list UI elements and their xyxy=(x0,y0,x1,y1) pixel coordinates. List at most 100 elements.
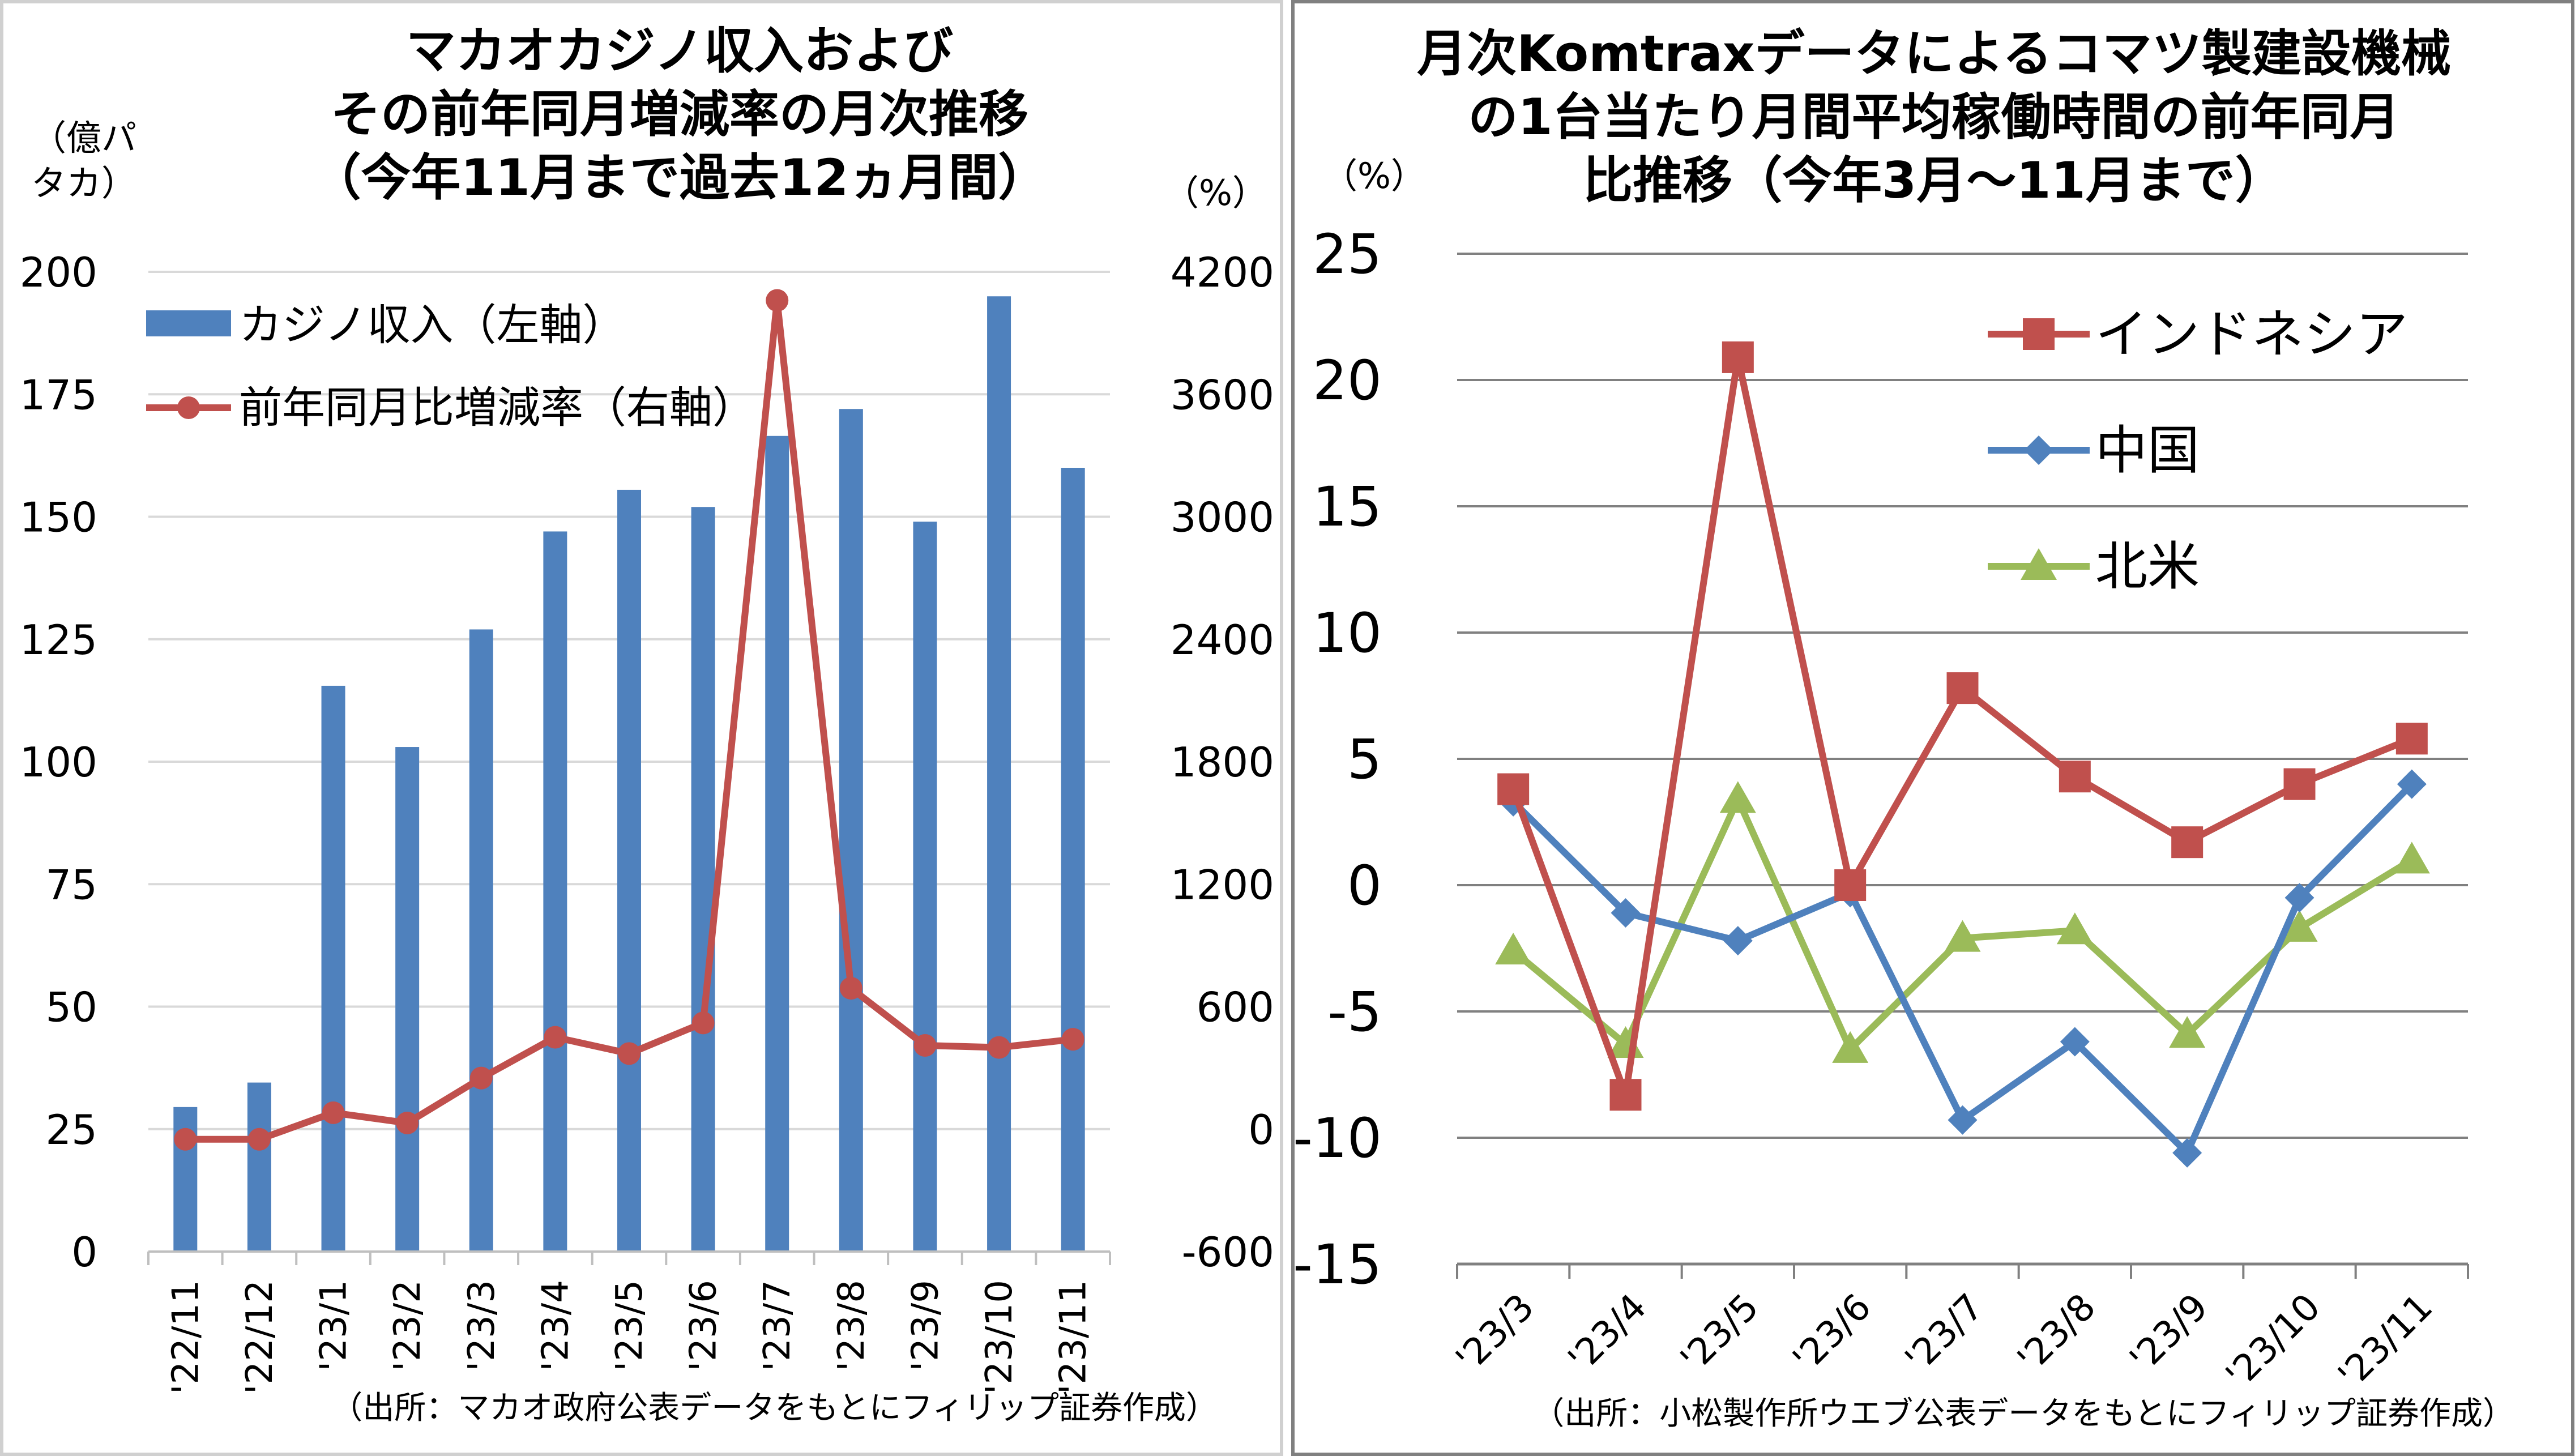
right-x-category-label: '23/7 xyxy=(1897,1286,1991,1380)
right-y-tick-label: 20 xyxy=(1313,349,1382,412)
left-chart-source: （出所：マカオ政府公表データをもとにフィリップ証券作成） xyxy=(331,1390,1218,1427)
series-point xyxy=(1611,898,1641,928)
series-point xyxy=(1719,781,1756,813)
yoy-change-point xyxy=(618,1042,640,1065)
yoy-change-point xyxy=(766,289,789,312)
series-point xyxy=(2397,769,2427,799)
right-y-tick-label: 4200 xyxy=(1171,249,1274,296)
series-point xyxy=(1832,1031,1869,1063)
legend-swatch-bar xyxy=(146,310,231,336)
left-x-category-label: '23/11 xyxy=(1053,1280,1095,1394)
left-chart-legend: カジノ収入（左軸） 前年同月比増減率（右軸） xyxy=(146,300,755,433)
right-y-tick-label: 15 xyxy=(1313,475,1382,539)
left-x-category-label: '23/3 xyxy=(461,1280,503,1371)
right-chart-source: （出所：小松製作所ウエブ公表データをもとにフィリップ証券作成） xyxy=(1532,1395,2514,1432)
series-point xyxy=(1834,869,1867,901)
left-chart-tick-labels: 0 25 50 75 100 125 150 175 200 -600 0 600 1200 1800 24… xyxy=(20,249,1274,1394)
right-y-tick-label: 600 xyxy=(1197,984,1274,1031)
left-y-tick-label: 75 xyxy=(45,861,97,908)
right-x-category-label: '23/9 xyxy=(2122,1286,2216,1380)
series-point xyxy=(2171,826,2204,859)
right-x-category-label: '23/8 xyxy=(2010,1286,2104,1380)
left-y-tick-label: 175 xyxy=(20,371,97,419)
casino-revenue-bar xyxy=(987,296,1011,1252)
legend-marker xyxy=(2021,548,2057,580)
right-y-tick-label: -5 xyxy=(1327,980,1382,1044)
left-x-category-label: '22/12 xyxy=(239,1280,281,1394)
casino-revenue-bar xyxy=(913,522,937,1252)
right-y-tick-label: 3000 xyxy=(1171,494,1274,541)
right-chart-axes xyxy=(1456,1262,2469,1279)
series-point xyxy=(2059,761,2091,793)
right-axis-unit: （%） xyxy=(1164,172,1267,214)
yoy-change-point xyxy=(174,1128,197,1151)
right-y-tick-label: 2400 xyxy=(1171,616,1274,664)
left-x-category-label: '23/10 xyxy=(979,1280,1020,1394)
casino-revenue-bar xyxy=(543,531,567,1252)
series-point xyxy=(2281,910,2318,942)
yoy-change-point xyxy=(691,1011,715,1035)
right-chart-series xyxy=(1495,341,2430,1168)
macau-casino-chart: マカオカジノ収入およびその前年同月増減率の月次推移（今年11月まで過去12ヵ月間… xyxy=(20,22,1274,1427)
series-point xyxy=(1497,773,1530,805)
casino-revenue-bar xyxy=(765,435,789,1252)
left-x-category-label: '23/2 xyxy=(387,1280,429,1371)
series-point xyxy=(2060,1027,2090,1057)
yoy-change-point xyxy=(839,977,862,1000)
left-x-category-label: '23/4 xyxy=(535,1280,577,1371)
left-x-category-label: '23/1 xyxy=(313,1280,355,1371)
legend-marker-line xyxy=(177,396,200,419)
left-x-category-label: '23/7 xyxy=(757,1280,798,1371)
legend-label: 中国 xyxy=(2095,420,2200,481)
left-chart-title: マカオカジノ収入およびその前年同月増減率の月次推移（今年11月まで過去12ヵ月間… xyxy=(31,22,1267,214)
left-title-line: その前年同月増減率の月次推移 xyxy=(331,85,1028,143)
left-y-tick-label: 100 xyxy=(20,738,97,786)
right-y-tick-label: 1800 xyxy=(1171,738,1274,786)
left-axis-unit-line: （億パ xyxy=(31,117,136,159)
right-title-line: 月次Komtraxデータによるコマツ製建設機械 xyxy=(1417,24,2451,83)
casino-revenue-bar xyxy=(1061,468,1085,1252)
right-x-category-label: '23/11 xyxy=(2330,1286,2441,1397)
right-x-category-label: '23/5 xyxy=(1673,1286,1767,1380)
series-point xyxy=(2169,1016,2206,1048)
left-y-tick-label: 0 xyxy=(71,1228,97,1276)
legend-marker xyxy=(2024,435,2053,465)
left-panel-border xyxy=(0,0,1283,1456)
right-x-category-label: '23/3 xyxy=(1448,1286,1542,1380)
left-axis-unit-line: タカ） xyxy=(31,163,136,204)
yoy-change-point xyxy=(544,1026,567,1049)
series-line xyxy=(1510,353,2414,1099)
series-point xyxy=(1723,926,1753,956)
right-y-tick-label: 0 xyxy=(1347,854,1382,917)
yoy-change-point xyxy=(988,1036,1011,1059)
left-x-category-label: '22/11 xyxy=(165,1280,207,1394)
right-y-tick-label: 0 xyxy=(1248,1106,1274,1154)
legend-label-bar: カジノ収入（左軸） xyxy=(239,300,625,350)
left-y-tick-label: 25 xyxy=(45,1106,97,1154)
series-point xyxy=(2056,912,2093,945)
casino-revenue-bar xyxy=(617,489,641,1252)
right-title-line: の1台当たり月間平均稼働時間の前年同月 xyxy=(1468,88,2399,146)
casino-revenue-bar xyxy=(321,685,345,1252)
right-panel-border xyxy=(1291,0,2574,1456)
legend-label: 北米 xyxy=(2095,536,2200,597)
right-x-category-label: '23/6 xyxy=(1785,1286,1879,1380)
left-x-category-label: '23/9 xyxy=(904,1280,946,1371)
right-x-category-label: '23/4 xyxy=(1560,1286,1654,1380)
series-point xyxy=(2284,883,2314,913)
casino-revenue-bar xyxy=(469,629,493,1252)
legend-marker xyxy=(2023,318,2055,350)
right-y-tick-label: 1200 xyxy=(1171,861,1274,908)
casino-revenue-bars xyxy=(173,296,1085,1252)
yoy-change-point xyxy=(396,1111,419,1134)
komtrax-chart: 月次Komtraxデータによるコマツ製建設機械の1台当たり月間平均稼働時間の前年… xyxy=(1293,24,2514,1432)
left-x-category-label: '23/5 xyxy=(609,1280,651,1371)
right-y-tick-label: -15 xyxy=(1293,1233,1382,1296)
series-point xyxy=(1948,1105,1978,1135)
left-y-tick-label: 150 xyxy=(20,494,97,541)
series-point xyxy=(1946,672,1979,704)
left-y-tick-label: 50 xyxy=(45,984,97,1031)
casino-revenue-bar xyxy=(691,507,715,1252)
